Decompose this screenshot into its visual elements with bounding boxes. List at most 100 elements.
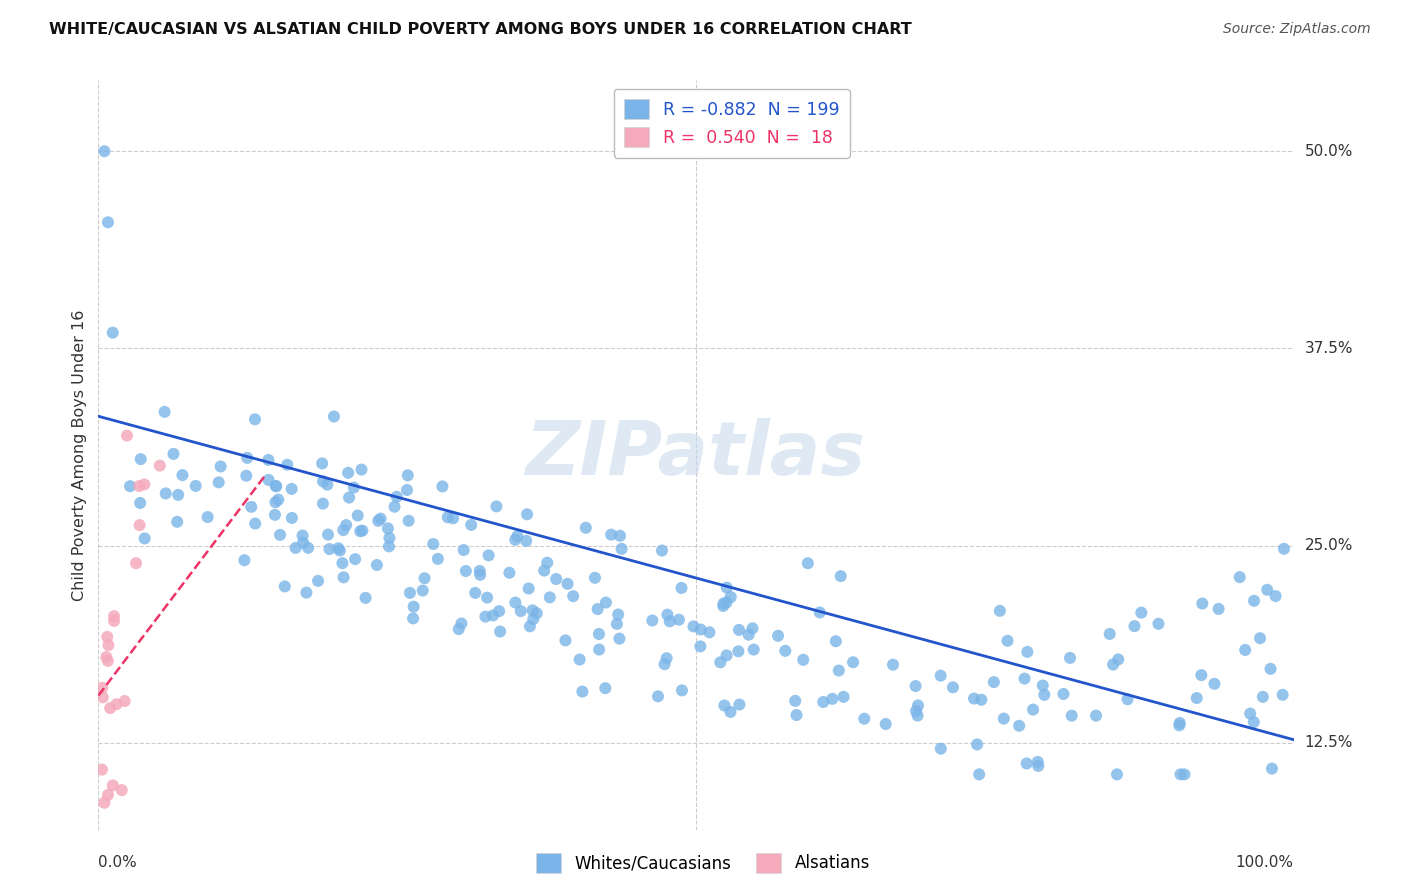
Point <box>312 497 335 511</box>
Point <box>378 531 401 545</box>
Point <box>797 556 820 570</box>
Point <box>1256 582 1278 597</box>
Point <box>1026 759 1049 773</box>
Point <box>647 690 669 704</box>
Point <box>197 510 219 524</box>
Point <box>808 606 831 620</box>
Point <box>742 642 765 657</box>
Point <box>432 479 454 493</box>
Point <box>162 447 184 461</box>
Point <box>828 664 851 678</box>
Point <box>609 529 631 543</box>
Point <box>172 468 194 483</box>
Point <box>657 607 679 622</box>
Point <box>875 717 897 731</box>
Point <box>129 452 152 467</box>
Point <box>399 586 422 600</box>
Point <box>105 697 128 711</box>
Point <box>264 508 287 522</box>
Point <box>436 510 458 524</box>
Point <box>97 638 120 652</box>
Point <box>332 556 354 570</box>
Point <box>1022 702 1045 716</box>
Point <box>1026 755 1049 769</box>
Point <box>453 543 475 558</box>
Point <box>1123 619 1146 633</box>
Point <box>720 590 742 604</box>
Point <box>489 624 512 639</box>
Point <box>233 553 256 567</box>
Point <box>830 569 852 583</box>
Point <box>929 741 952 756</box>
Point <box>1189 668 1212 682</box>
Point <box>506 529 529 543</box>
Text: WHITE/CAUCASIAN VS ALSATIAN CHILD POVERTY AMONG BOYS UNDER 16 CORRELATION CHART: WHITE/CAUCASIAN VS ALSATIAN CHILD POVERT… <box>49 22 912 37</box>
Point <box>97 215 120 229</box>
Point <box>450 616 472 631</box>
Point <box>967 767 990 781</box>
Point <box>349 524 371 538</box>
Point <box>91 681 114 695</box>
Point <box>97 788 120 802</box>
Point <box>101 326 124 340</box>
Point <box>295 585 318 599</box>
Point <box>97 654 120 668</box>
Point <box>671 581 693 595</box>
Point <box>281 511 304 525</box>
Point <box>1102 657 1125 672</box>
Point <box>412 583 434 598</box>
Point <box>689 640 711 654</box>
Point <box>737 627 759 641</box>
Point <box>842 655 865 669</box>
Point <box>689 623 711 637</box>
Point <box>264 495 287 509</box>
Point <box>595 595 617 609</box>
Point <box>367 514 389 528</box>
Point <box>792 653 814 667</box>
Point <box>983 675 1005 690</box>
Point <box>470 567 492 582</box>
Point <box>713 597 735 611</box>
Point <box>538 591 561 605</box>
Point <box>396 468 419 483</box>
Point <box>167 488 190 502</box>
Point <box>354 591 377 605</box>
Point <box>153 405 176 419</box>
Point <box>297 541 319 555</box>
Point <box>335 518 357 533</box>
Point <box>316 527 339 541</box>
Point <box>1191 597 1213 611</box>
Point <box>101 778 124 792</box>
Point <box>323 409 346 424</box>
Point <box>595 681 617 696</box>
Point <box>1239 706 1261 721</box>
Point <box>332 570 354 584</box>
Point <box>413 571 436 585</box>
Text: 50.0%: 50.0% <box>1305 144 1353 159</box>
Point <box>1249 631 1271 645</box>
Point <box>103 614 125 628</box>
Point <box>208 475 231 490</box>
Point <box>536 556 558 570</box>
Point <box>713 698 735 713</box>
Point <box>509 604 531 618</box>
Point <box>546 572 568 586</box>
Text: 100.0%: 100.0% <box>1236 855 1294 870</box>
Point <box>337 491 360 505</box>
Point <box>352 524 374 538</box>
Point <box>166 515 188 529</box>
Point <box>600 527 623 541</box>
Point <box>907 708 929 723</box>
Point <box>370 511 392 525</box>
Point <box>904 704 927 718</box>
Point <box>240 500 263 514</box>
Point <box>1014 672 1036 686</box>
Point <box>1130 606 1153 620</box>
Point <box>464 586 486 600</box>
Point <box>475 591 498 605</box>
Point <box>1008 719 1031 733</box>
Point <box>468 564 491 578</box>
Point <box>824 634 846 648</box>
Point <box>316 477 339 491</box>
Point <box>111 783 134 797</box>
